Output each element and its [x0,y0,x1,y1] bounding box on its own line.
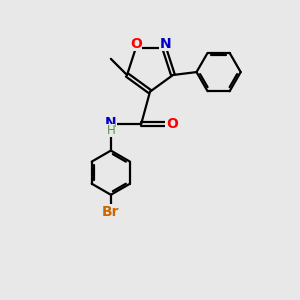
Text: N: N [160,37,172,51]
Text: H: H [106,124,115,137]
Text: Br: Br [102,205,120,219]
Text: O: O [130,37,142,51]
Text: O: O [166,117,178,131]
Text: N: N [105,116,117,130]
